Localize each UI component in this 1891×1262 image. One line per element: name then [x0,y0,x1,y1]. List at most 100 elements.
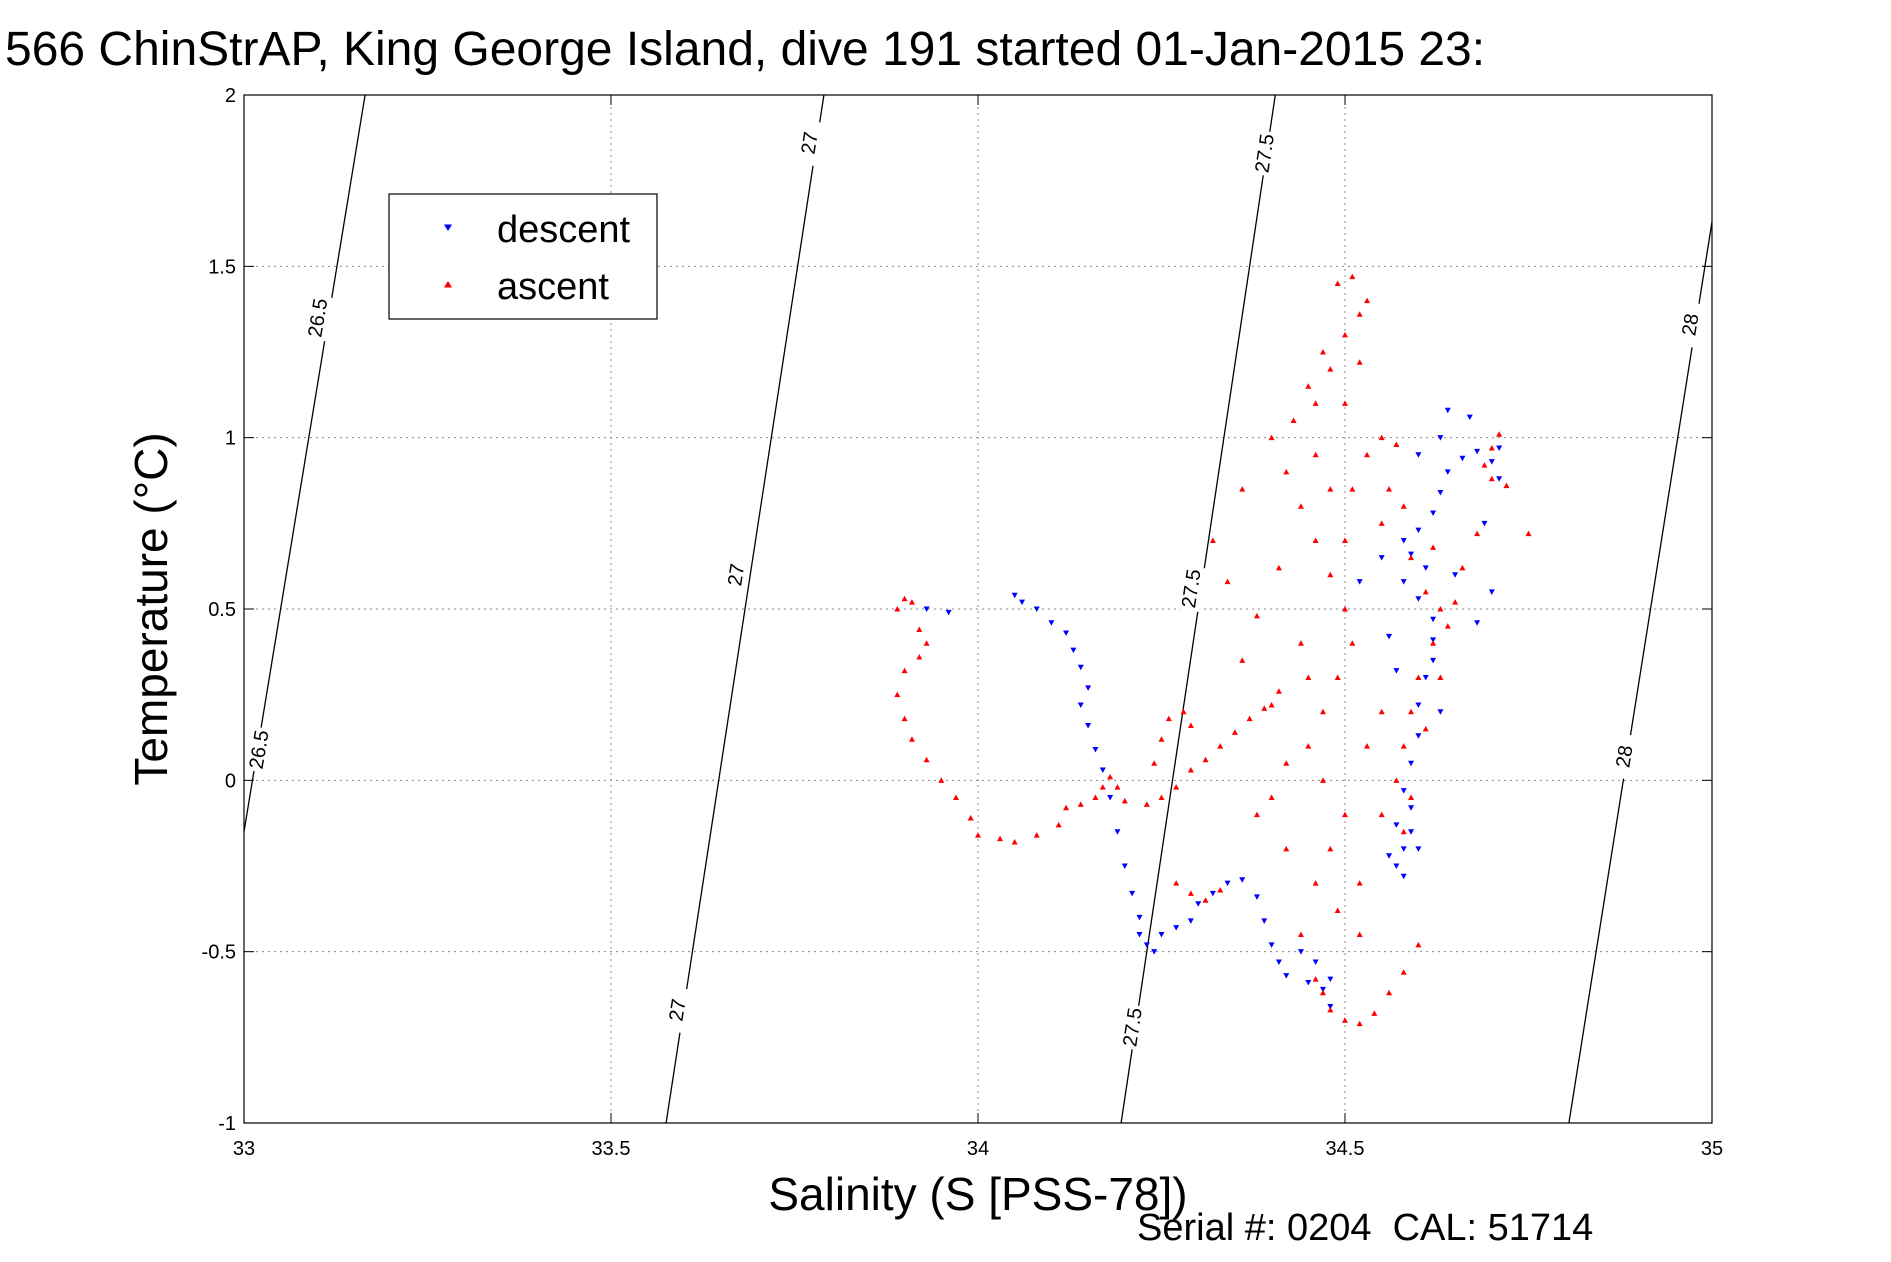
descent-point [1085,723,1092,729]
descent-point [1488,459,1495,465]
series-ascent [894,273,1532,1027]
ascent-point [1393,777,1400,783]
ascent-point [1437,674,1444,681]
ascent-point [1327,486,1334,492]
ascent-point [1319,708,1326,715]
descent-point [1459,455,1466,462]
ascent-point [975,832,981,838]
contour-label-background [1117,1003,1148,1051]
ascent-point [1077,801,1084,807]
ascent-point [1246,715,1253,722]
data-points [894,273,1532,1027]
descent-point [1437,709,1444,715]
ascent-point [1503,482,1510,489]
ascent-point [1312,537,1319,543]
descent-point [1393,822,1400,828]
descent-point [1092,746,1099,753]
descent-point [1136,914,1143,921]
descent-point [1466,414,1473,421]
descent-point [1437,489,1444,496]
contour-label: 27 [724,562,749,587]
descent-point [1099,767,1106,774]
y-axis-ticks: -1 -0.5 0 0.5 1 1.5 2 [202,85,1712,1135]
descent-point [1085,685,1092,691]
ascent-point [901,595,908,602]
ascent-point [1342,400,1348,406]
ascent-point [1312,976,1319,982]
grid-lines [244,95,1712,1123]
ascent-point [1444,623,1451,629]
ascent-point [1488,475,1495,482]
legend-label-ascent: ascent [497,266,609,308]
ascent-point [997,835,1004,842]
contour-line [1568,221,1712,1123]
ascent-point [1525,530,1532,537]
ascent-point [1356,880,1363,886]
descent-point [1408,551,1415,558]
descent-point [1224,880,1231,887]
ascent-point [1319,989,1326,996]
descent-point [1136,932,1143,938]
ascent-point [1319,777,1326,783]
ascent-point [1305,743,1312,749]
descent-point [1386,633,1393,640]
legend-marker-descent [444,224,452,231]
series-descent [923,407,1503,1010]
ascent-point [1364,297,1371,304]
descent-point [1430,616,1437,623]
descent-point [1297,949,1304,955]
contour-28 [1568,221,1712,1123]
y-tick-label: 0 [225,770,236,792]
descent-point [1187,918,1194,924]
ascent-point [916,626,923,633]
descent-point [1415,452,1422,458]
ascent-point [1415,674,1422,681]
ascent-point [1187,767,1194,773]
ascent-point [1151,760,1158,766]
descent-point [1114,829,1121,835]
ascent-point [1364,743,1371,749]
descent-point [1408,760,1415,767]
x-tick-label: 34 [967,1138,989,1160]
ascent-point [1092,794,1099,800]
x-axis-label: Salinity (S [PSS-78]) [768,1168,1187,1220]
descent-point [1077,664,1084,671]
contour-label-background [1674,300,1706,349]
descent-point [1415,527,1422,534]
ascent-point [1415,941,1422,948]
ascent-point [1327,366,1334,372]
ascent-point [1342,606,1348,612]
ascent-point [1253,612,1260,619]
x-axis-ticks: 33 33.5 34 34.5 35 [233,95,1723,1160]
ascent-point [1312,451,1319,458]
descent-point [1386,853,1393,859]
ascent-point [1173,784,1180,790]
descent-point [1415,596,1422,602]
descent-point [1400,873,1407,880]
ascent-point [1378,708,1385,715]
descent-point [1422,675,1429,681]
descent-point [1011,592,1018,599]
descent-point [1239,877,1246,883]
descent-point [1474,448,1481,455]
ascent-point [1107,773,1114,780]
descent-point [1275,959,1282,965]
descent-point [1452,572,1459,578]
ascent-point [1488,444,1495,451]
ascent-point [1430,544,1437,550]
ascent-point [1386,486,1393,492]
ascent-point [1268,701,1275,708]
ascent-point [894,606,901,612]
ascent-point [1319,349,1326,355]
ascent-point [1327,571,1334,578]
ascent-point [938,777,945,783]
contour-line [665,95,825,1123]
ascent-point [1305,383,1312,389]
descent-point [1129,890,1136,897]
ascent-point [923,640,930,646]
descent-point [1400,846,1407,852]
contour-label-background [1249,129,1280,177]
ascent-point [1393,441,1400,448]
descent-point [1474,620,1481,626]
